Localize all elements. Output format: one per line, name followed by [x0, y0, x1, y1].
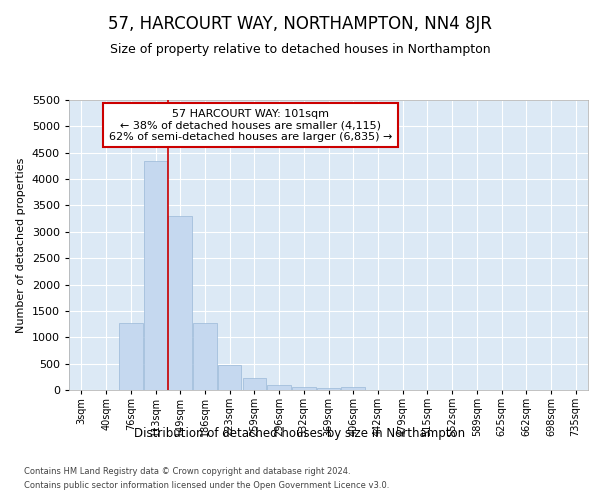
Bar	[242, 378, 266, 390]
Text: 57 HARCOURT WAY: 101sqm
← 38% of detached houses are smaller (4,115)
62% of semi: 57 HARCOURT WAY: 101sqm ← 38% of detache…	[109, 108, 392, 142]
Bar	[218, 364, 241, 390]
Bar	[317, 388, 340, 390]
Text: Distribution of detached houses by size in Northampton: Distribution of detached houses by size …	[134, 428, 466, 440]
Text: Contains public sector information licensed under the Open Government Licence v3: Contains public sector information licen…	[24, 481, 389, 490]
Bar	[169, 216, 192, 390]
Text: Contains HM Land Registry data © Crown copyright and database right 2024.: Contains HM Land Registry data © Crown c…	[24, 468, 350, 476]
Bar	[193, 323, 217, 390]
Bar	[292, 388, 316, 390]
Bar	[268, 384, 291, 390]
Text: Size of property relative to detached houses in Northampton: Size of property relative to detached ho…	[110, 42, 490, 56]
Bar	[144, 160, 167, 390]
Y-axis label: Number of detached properties: Number of detached properties	[16, 158, 26, 332]
Text: 57, HARCOURT WAY, NORTHAMPTON, NN4 8JR: 57, HARCOURT WAY, NORTHAMPTON, NN4 8JR	[108, 15, 492, 33]
Bar	[119, 323, 143, 390]
Bar	[341, 388, 365, 390]
